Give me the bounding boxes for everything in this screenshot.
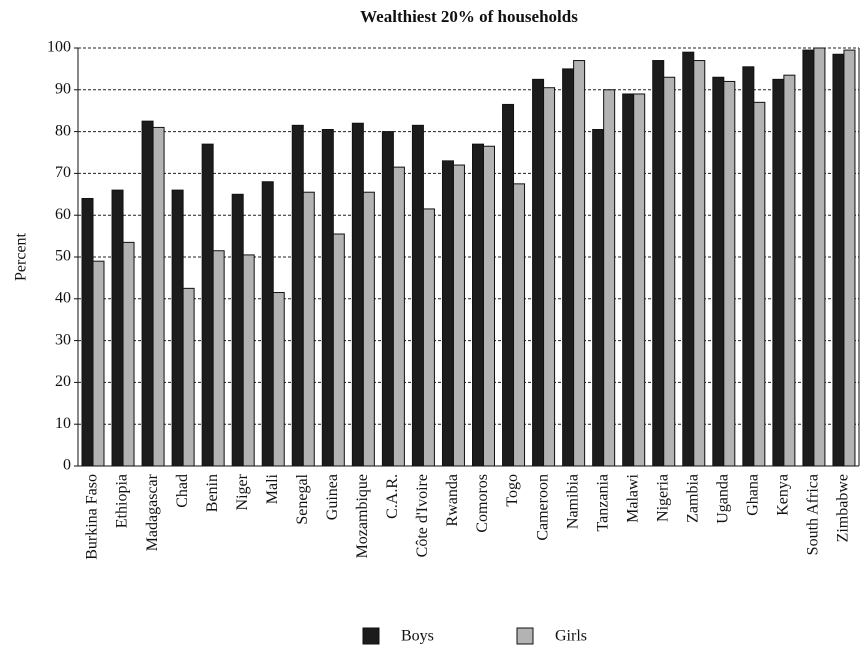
x-tick-label: Niger — [234, 473, 251, 510]
bar — [712, 76, 725, 467]
bar — [362, 191, 375, 467]
bar — [633, 93, 646, 467]
bar — [201, 143, 214, 467]
x-tick-label: Benin — [204, 474, 221, 512]
x-tick-label: Zambia — [684, 474, 701, 523]
y-tick-label: 60 — [55, 206, 71, 223]
x-tick-label: Malawi — [624, 473, 641, 522]
bar — [261, 181, 274, 467]
bar — [381, 131, 394, 467]
bar — [231, 193, 244, 467]
x-tick-label: Togo — [504, 474, 521, 507]
bar — [603, 89, 616, 467]
bar — [242, 254, 255, 467]
bar — [723, 80, 736, 467]
bar — [171, 189, 184, 467]
y-tick-label: 50 — [55, 248, 71, 265]
bar — [622, 93, 635, 467]
x-tick-label: Senegal — [294, 473, 311, 524]
bar — [111, 189, 124, 467]
y-tick-label: 70 — [55, 164, 71, 181]
x-tick-label: Côte d'Ivoire — [414, 474, 431, 557]
bar — [753, 101, 766, 467]
bar — [182, 287, 195, 467]
bar — [392, 166, 405, 467]
chart-title: Wealthiest 20% of households — [360, 7, 578, 26]
x-tick-label: Zimbabwe — [835, 474, 852, 542]
y-tick-label: 80 — [55, 122, 71, 139]
x-tick-label: Nigeria — [654, 474, 671, 522]
bar — [422, 208, 435, 467]
x-tick-label: Rwanda — [444, 474, 461, 526]
x-tick-label: Cameroon — [534, 474, 551, 541]
x-tick-label: Guinea — [324, 474, 341, 520]
x-tick-label: Tanzania — [594, 474, 611, 532]
bar — [411, 124, 424, 467]
bar — [543, 87, 556, 467]
bar — [92, 260, 105, 467]
bar — [832, 53, 845, 467]
bar — [693, 60, 706, 467]
bar — [663, 76, 676, 467]
bar — [452, 164, 465, 467]
x-tick-label: Uganda — [714, 474, 731, 524]
bar — [573, 60, 586, 467]
x-tick-label: Chad — [174, 474, 191, 508]
legend-swatch — [362, 627, 380, 645]
y-tick-label: 90 — [55, 80, 71, 97]
x-tick-label: Madagascar — [144, 473, 161, 551]
x-tick-label: Burkina Faso — [84, 474, 101, 560]
bar — [321, 129, 334, 467]
bar — [813, 47, 826, 467]
bar — [843, 49, 856, 467]
x-tick-label: Ghana — [745, 474, 762, 516]
x-tick-label: Mali — [264, 473, 281, 504]
bar — [532, 78, 545, 467]
legend-label: Boys — [401, 628, 434, 645]
bar — [682, 51, 695, 467]
y-tick-label: 20 — [55, 373, 71, 390]
bar — [592, 129, 605, 467]
bar — [742, 66, 755, 467]
bar — [513, 183, 526, 467]
y-tick-label: 30 — [55, 331, 71, 348]
bar — [472, 143, 484, 467]
x-tick-label: Namibia — [564, 474, 581, 529]
bar — [272, 292, 285, 467]
bar — [562, 68, 575, 467]
bar — [302, 191, 315, 467]
y-tick-label: 40 — [55, 289, 71, 306]
y-tick-label: 100 — [47, 39, 71, 56]
bar — [152, 126, 165, 467]
y-tick-label: 0 — [63, 457, 71, 474]
y-axis-label: Percent — [13, 232, 30, 281]
y-tick-label: 10 — [55, 415, 71, 432]
x-tick-label: Kenya — [775, 474, 792, 516]
bar — [772, 78, 785, 467]
x-tick-label: Comoros — [474, 474, 491, 533]
bar — [141, 120, 154, 467]
bar — [351, 122, 364, 467]
legend-label: Girls — [555, 628, 587, 645]
bar — [652, 60, 665, 467]
x-tick-label: C.A.R. — [384, 474, 401, 519]
x-tick-label: Ethiopia — [114, 474, 131, 528]
bar — [441, 160, 454, 467]
bar — [81, 197, 94, 467]
bar — [802, 49, 815, 467]
bar — [332, 233, 345, 467]
bar — [502, 103, 515, 467]
bar — [291, 124, 304, 467]
bar — [212, 250, 225, 467]
bar — [783, 74, 796, 467]
legend-swatch — [516, 627, 534, 645]
bar — [122, 241, 135, 467]
bar — [483, 145, 495, 467]
x-tick-label: South Africa — [805, 474, 822, 555]
x-tick-label: Mozambique — [354, 474, 371, 558]
